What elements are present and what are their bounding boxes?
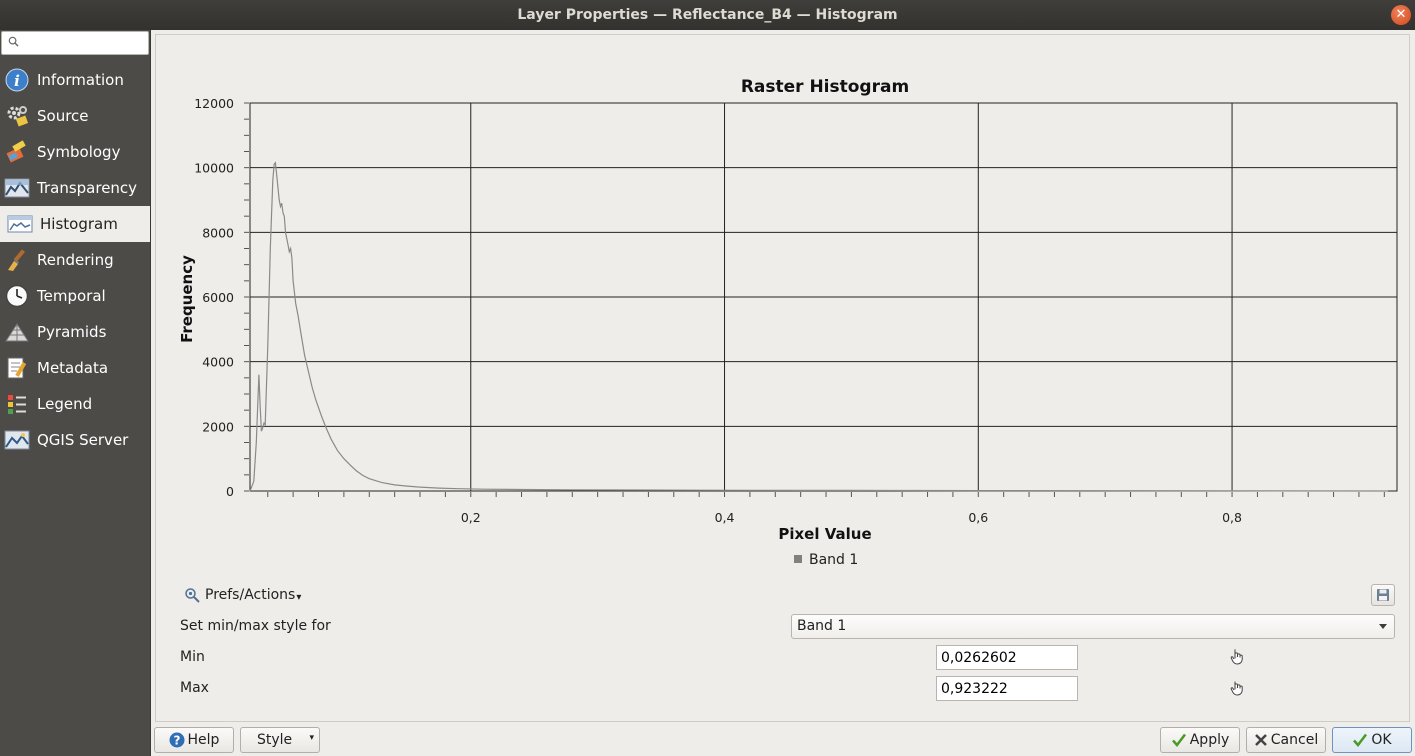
x-axis-label: Pixel Value: [778, 525, 871, 543]
sidebar-item-label: Symbology: [37, 143, 121, 161]
sidebar-item-transparency[interactable]: Transparency: [0, 170, 150, 206]
style-button[interactable]: Style ▾: [240, 727, 320, 753]
title-bar: Layer Properties — Reflectance_B4 — Hist…: [0, 0, 1415, 30]
minmax-style-label: Set min/max style for: [180, 618, 331, 634]
source-icon: [4, 103, 30, 129]
metadata-icon: [4, 355, 30, 381]
sidebar-item-symbology[interactable]: Symbology: [0, 134, 150, 170]
pyramids-icon: [4, 319, 30, 345]
sidebar-item-label: Source: [37, 107, 89, 125]
transparency-icon: [4, 175, 30, 201]
y-tick-label: 12000: [194, 96, 234, 111]
cancel-button[interactable]: Cancel: [1246, 727, 1326, 753]
close-icon: [1254, 734, 1267, 746]
y-tick-label: 2000: [202, 419, 234, 434]
checkmark-icon: [1353, 733, 1368, 747]
window-title: Layer Properties — Reflectance_B4 — Hist…: [517, 7, 898, 23]
legend-icon: [4, 391, 30, 417]
checkmark-icon: [1171, 733, 1186, 747]
legend-swatch: [794, 555, 802, 563]
x-tick-label: 0,8: [1222, 510, 1242, 525]
symbology-icon: [4, 139, 30, 165]
cancel-label: Cancel: [1270, 732, 1319, 748]
chevron-down-icon: [1379, 624, 1387, 629]
sidebar-item-label: Metadata: [37, 359, 109, 377]
legend-label: Band 1: [809, 552, 858, 568]
help-button[interactable]: ? Help: [154, 727, 234, 753]
band-select[interactable]: Band 1: [791, 614, 1395, 639]
sidebar-item-information[interactable]: i Information: [0, 62, 150, 98]
help-label: Help: [187, 732, 220, 748]
sidebar: i Information Source Symbology Transpare…: [0, 30, 151, 756]
y-tick-label: 10000: [194, 161, 234, 176]
histogram-chart: Raster Histogram 0 2000 4000 6000 8000 10000 1…: [178, 77, 1398, 568]
x-tick-label: 0,4: [715, 510, 735, 525]
sidebar-item-rendering[interactable]: Rendering: [0, 242, 150, 278]
help-icon: ?: [169, 732, 185, 748]
max-field[interactable]: [936, 676, 1078, 701]
prefs-actions-button[interactable]: Prefs/Actions ▾: [184, 586, 301, 603]
min-label: Min: [180, 649, 205, 665]
sidebar-item-label: Rendering: [37, 251, 114, 269]
sidebar-item-metadata[interactable]: Metadata: [0, 350, 150, 386]
sidebar-item-label: Histogram: [40, 215, 118, 233]
sidebar-item-legend[interactable]: Legend: [0, 386, 150, 422]
qgis-server-icon: [4, 427, 30, 453]
search-input[interactable]: [1, 31, 149, 55]
y-tick-label: 4000: [202, 355, 234, 370]
y-tick-label: 8000: [202, 225, 234, 240]
min-field[interactable]: [936, 645, 1078, 670]
max-label: Max: [180, 680, 209, 696]
chevron-down-icon: ▾: [309, 733, 314, 743]
svg-text:i: i: [14, 72, 20, 90]
sidebar-item-source[interactable]: Source: [0, 98, 150, 134]
apply-button[interactable]: Apply: [1160, 727, 1240, 753]
ok-label: OK: [1371, 732, 1392, 748]
close-icon: ✕: [1395, 7, 1407, 22]
sidebar-item-label: Legend: [37, 395, 93, 413]
ok-button[interactable]: OK: [1332, 727, 1412, 753]
sidebar-item-label: Temporal: [37, 287, 106, 305]
sidebar-item-qgis-server[interactable]: QGIS Server: [0, 422, 150, 458]
dropdown-arrow-icon: ▾: [296, 592, 302, 603]
sidebar-item-label: Pyramids: [37, 323, 107, 341]
histogram-panel: Raster Histogram 0 2000 4000 6000 8000 10000 1…: [155, 34, 1410, 722]
chart-title: Raster Histogram: [741, 77, 909, 97]
clock-icon: [4, 283, 30, 309]
y-tick-label: 0: [226, 484, 234, 499]
y-axis-label: Frequency: [178, 255, 196, 343]
x-tick-label: 0,6: [968, 510, 988, 525]
svg-text:?: ?: [173, 734, 180, 748]
sidebar-nav: i Information Source Symbology Transpare…: [0, 62, 150, 458]
band-select-value: Band 1: [797, 618, 847, 634]
info-icon: i: [4, 67, 30, 93]
close-button[interactable]: ✕: [1391, 5, 1411, 25]
search-icon: [8, 36, 19, 47]
sidebar-item-histogram[interactable]: Histogram: [0, 206, 150, 242]
rendering-brush-icon: [4, 247, 30, 273]
sidebar-item-label: Information: [37, 71, 124, 89]
floppy-disk-icon: [1377, 589, 1389, 601]
style-label: Style: [257, 732, 293, 748]
sidebar-item-temporal[interactable]: Temporal: [0, 278, 150, 314]
sidebar-item-label: Transparency: [37, 179, 138, 197]
histogram-icon: [7, 211, 33, 237]
gear-magnifier-icon: [185, 587, 200, 603]
sidebar-item-pyramids[interactable]: Pyramids: [0, 314, 150, 350]
y-tick-label: 6000: [202, 290, 234, 305]
pick-min-hand-icon[interactable]: [1230, 649, 1244, 665]
series-line-band-1: [249, 161, 1389, 492]
apply-label: Apply: [1189, 732, 1230, 748]
save-histogram-button[interactable]: [1371, 584, 1395, 606]
prefs-actions-label: Prefs/Actions: [205, 586, 296, 603]
sidebar-item-label: QGIS Server: [37, 431, 129, 449]
x-tick-label: 0,2: [461, 510, 481, 525]
pick-max-hand-icon[interactable]: [1230, 680, 1244, 696]
